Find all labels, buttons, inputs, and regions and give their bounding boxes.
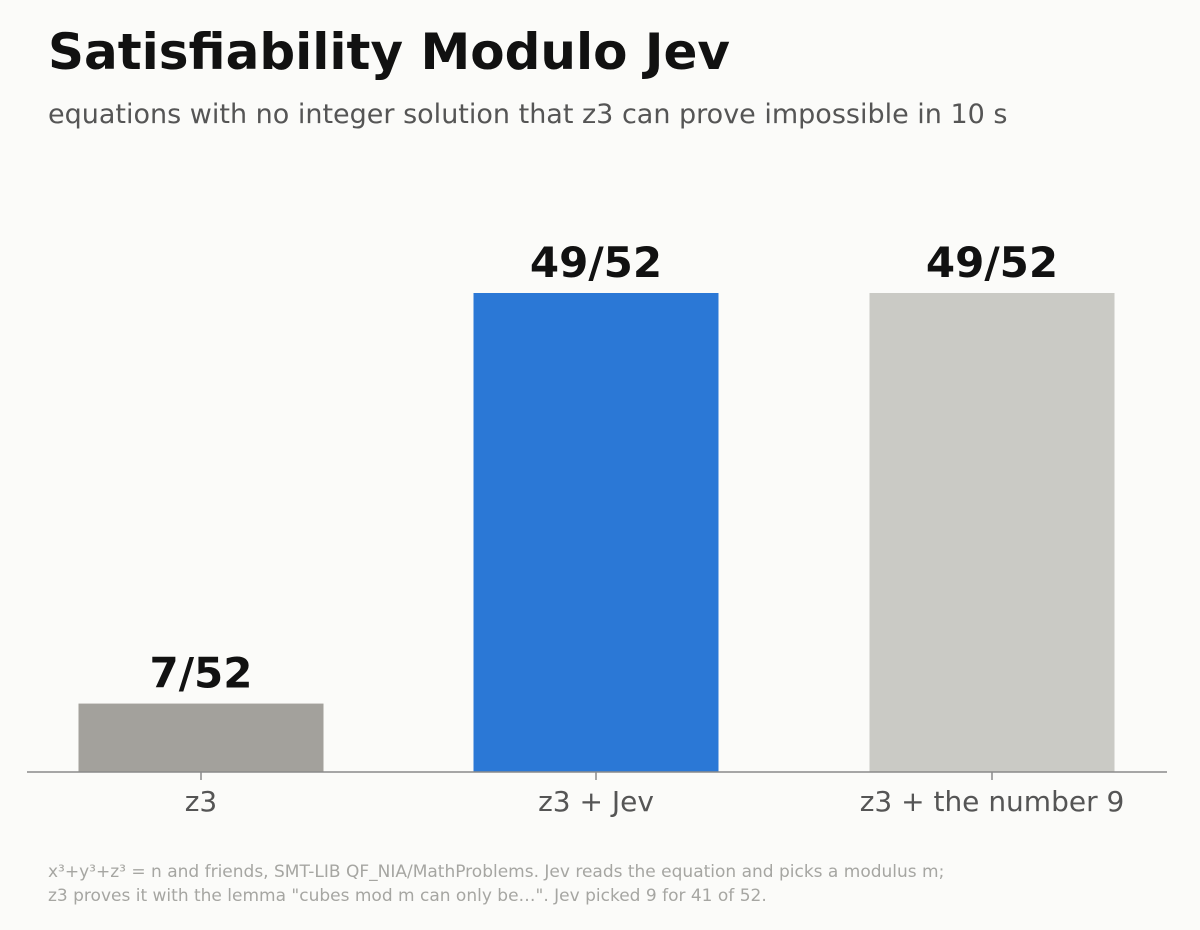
- chart-title: Satisfiability Modulo Jev: [48, 23, 730, 81]
- data-label-1: 7/52: [149, 649, 252, 698]
- x-tick-label-2: z3 + Jev: [538, 785, 654, 818]
- data-label-2: 49/52: [530, 238, 662, 287]
- data-label-3: 49/52: [926, 238, 1058, 287]
- x-tick-label-1: z3: [185, 785, 218, 818]
- bar-3: [869, 293, 1115, 772]
- footnote-line-2: z3 proves it with the lemma "cubes mod m…: [48, 886, 767, 906]
- bar-2: [473, 293, 719, 772]
- x-tick-label-3: z3 + the number 9: [860, 785, 1125, 818]
- chart-footnote: x³+y³+z³ = n and friends, SMT-LIB QF_NIA…: [48, 860, 944, 908]
- chart-subtitle: equations with no integer solution that …: [48, 99, 1008, 130]
- bar-1: [78, 703, 324, 772]
- footnote-line-1: x³+y³+z³ = n and friends, SMT-LIB QF_NIA…: [48, 862, 945, 882]
